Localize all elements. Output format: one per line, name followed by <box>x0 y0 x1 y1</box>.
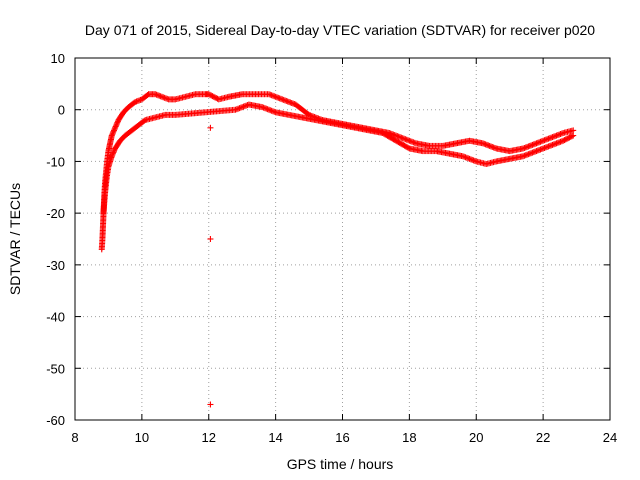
y-tick-label: 10 <box>51 51 65 66</box>
data-point <box>113 120 120 127</box>
data-point <box>111 126 118 133</box>
x-tick-label: 24 <box>603 430 617 445</box>
x-tick-label: 10 <box>135 430 149 445</box>
x-tick-label: 16 <box>335 430 349 445</box>
x-tick-label: 8 <box>71 430 78 445</box>
y-axis-label: SDTVAR / TECUs <box>7 183 23 295</box>
y-tick-label: -40 <box>46 310 65 325</box>
data-point <box>112 124 119 131</box>
y-tick-label: -50 <box>46 361 65 376</box>
data-point <box>112 123 119 130</box>
data-point <box>568 133 575 140</box>
axis-ticks: 8 10 12 14 16 18 20 22 24 10 0 -10 -20 -30 -40 -50 -60 <box>46 51 617 445</box>
x-axis-label: GPS time / hours <box>287 456 394 472</box>
data-point <box>114 119 121 126</box>
x-tick-label: 14 <box>268 430 282 445</box>
data-point <box>109 129 116 136</box>
x-tick-label: 20 <box>469 430 483 445</box>
x-tick-label: 18 <box>402 430 416 445</box>
y-tick-label: -20 <box>46 206 65 221</box>
data-point <box>109 150 116 157</box>
data-point <box>111 148 118 155</box>
data-point <box>570 127 577 134</box>
data-point <box>110 149 117 156</box>
data-point <box>108 153 115 160</box>
chart-title: Day 071 of 2015, Sidereal Day-to-day VTE… <box>85 22 595 38</box>
grid-lines <box>75 58 610 420</box>
y-tick-label: -30 <box>46 258 65 273</box>
data-point <box>108 132 115 139</box>
data-point <box>570 132 577 139</box>
y-tick-label: 0 <box>58 103 65 118</box>
data-point <box>207 124 214 131</box>
x-tick-label: 12 <box>202 430 216 445</box>
data-point <box>207 236 214 242</box>
data-point <box>111 127 118 134</box>
x-tick-label: 22 <box>536 430 550 445</box>
y-tick-label: -60 <box>46 413 65 428</box>
data-point <box>405 144 412 151</box>
y-tick-label: -10 <box>46 154 65 169</box>
data-point <box>110 128 117 135</box>
data-point <box>109 151 116 158</box>
data-points <box>98 91 577 408</box>
data-point <box>109 131 116 138</box>
data-point <box>113 122 120 129</box>
data-point <box>207 401 214 408</box>
